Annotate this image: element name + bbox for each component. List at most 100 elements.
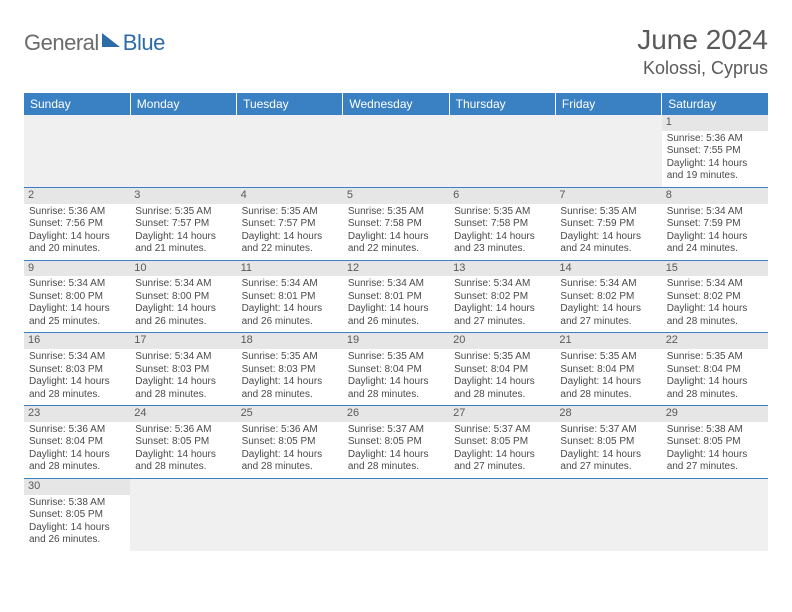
day-number: 25 bbox=[237, 406, 343, 422]
sunset-line: Sunset: 7:57 PM bbox=[242, 218, 338, 231]
day-cell: 26Sunrise: 5:37 AMSunset: 8:05 PMDayligh… bbox=[343, 406, 449, 479]
day-cell: 28Sunrise: 5:37 AMSunset: 8:05 PMDayligh… bbox=[555, 406, 661, 479]
sunrise-line: Sunrise: 5:36 AM bbox=[29, 206, 125, 219]
sunrise-line: Sunrise: 5:35 AM bbox=[454, 206, 550, 219]
calendar-head: SundayMondayTuesdayWednesdayThursdayFrid… bbox=[24, 93, 768, 115]
day-cell: 9Sunrise: 5:34 AMSunset: 8:00 PMDaylight… bbox=[24, 260, 130, 333]
sunset-line: Sunset: 8:04 PM bbox=[454, 364, 550, 377]
calendar-body: 1Sunrise: 5:36 AMSunset: 7:55 PMDaylight… bbox=[24, 115, 768, 551]
day-cell: 21Sunrise: 5:35 AMSunset: 8:04 PMDayligh… bbox=[555, 333, 661, 406]
day-cell: 1Sunrise: 5:36 AMSunset: 7:55 PMDaylight… bbox=[662, 115, 768, 187]
calendar-row: 1Sunrise: 5:36 AMSunset: 7:55 PMDaylight… bbox=[24, 115, 768, 187]
day-cell: 2 Sunrise: 5:36 AMSunset: 7:56 PMDaylight… bbox=[24, 187, 130, 260]
day-number: 27 bbox=[449, 406, 555, 422]
empty-cell bbox=[237, 478, 343, 550]
day-cell: 10Sunrise: 5:34 AMSunset: 8:00 PMDayligh… bbox=[130, 260, 236, 333]
sunrise-line: Sunrise: 5:34 AM bbox=[348, 278, 444, 291]
empty-cell bbox=[555, 478, 661, 550]
daylight-line: Daylight: 14 hours and 24 minutes. bbox=[667, 231, 763, 256]
sunrise-line: Sunrise: 5:35 AM bbox=[242, 206, 338, 219]
day-number: 2 bbox=[24, 188, 130, 204]
day-cell: 23Sunrise: 5:36 AMSunset: 8:04 PMDayligh… bbox=[24, 406, 130, 479]
day-header: Thursday bbox=[449, 93, 555, 115]
day-number: 16 bbox=[24, 333, 130, 349]
logo-sail-icon bbox=[102, 33, 120, 47]
logo-text-general: General bbox=[24, 30, 99, 56]
day-number: 29 bbox=[662, 406, 768, 422]
sunrise-line: Sunrise: 5:37 AM bbox=[560, 424, 656, 437]
sunset-line: Sunset: 8:04 PM bbox=[560, 364, 656, 377]
day-number: 28 bbox=[555, 406, 661, 422]
daylight-line: Daylight: 14 hours and 25 minutes. bbox=[29, 303, 125, 328]
day-number: 14 bbox=[555, 261, 661, 277]
daylight-line: Daylight: 14 hours and 28 minutes. bbox=[348, 376, 444, 401]
empty-cell bbox=[343, 478, 449, 550]
sunrise-line: Sunrise: 5:35 AM bbox=[560, 206, 656, 219]
daylight-line: Daylight: 14 hours and 26 minutes. bbox=[29, 522, 125, 547]
day-header-row: SundayMondayTuesdayWednesdayThursdayFrid… bbox=[24, 93, 768, 115]
day-number: 6 bbox=[449, 188, 555, 204]
day-number: 7 bbox=[555, 188, 661, 204]
day-cell: 22Sunrise: 5:35 AMSunset: 8:04 PMDayligh… bbox=[662, 333, 768, 406]
daylight-line: Daylight: 14 hours and 24 minutes. bbox=[560, 231, 656, 256]
daylight-line: Daylight: 14 hours and 28 minutes. bbox=[454, 376, 550, 401]
daylight-line: Daylight: 14 hours and 28 minutes. bbox=[135, 449, 231, 474]
sunset-line: Sunset: 7:58 PM bbox=[454, 218, 550, 231]
daylight-line: Daylight: 14 hours and 26 minutes. bbox=[135, 303, 231, 328]
day-cell: 13Sunrise: 5:34 AMSunset: 8:02 PMDayligh… bbox=[449, 260, 555, 333]
sunrise-line: Sunrise: 5:34 AM bbox=[29, 278, 125, 291]
sunrise-line: Sunrise: 5:37 AM bbox=[454, 424, 550, 437]
day-cell: 30Sunrise: 5:38 AMSunset: 8:05 PMDayligh… bbox=[24, 478, 130, 550]
empty-cell bbox=[449, 115, 555, 187]
day-cell: 11Sunrise: 5:34 AMSunset: 8:01 PMDayligh… bbox=[237, 260, 343, 333]
day-header: Monday bbox=[130, 93, 236, 115]
sunrise-line: Sunrise: 5:35 AM bbox=[348, 206, 444, 219]
sunset-line: Sunset: 8:02 PM bbox=[667, 291, 763, 304]
daylight-line: Daylight: 14 hours and 27 minutes. bbox=[667, 449, 763, 474]
sunrise-line: Sunrise: 5:35 AM bbox=[560, 351, 656, 364]
month-title: June 2024 bbox=[637, 24, 768, 56]
sunrise-line: Sunrise: 5:35 AM bbox=[135, 206, 231, 219]
sunset-line: Sunset: 8:00 PM bbox=[29, 291, 125, 304]
sunrise-line: Sunrise: 5:35 AM bbox=[667, 351, 763, 364]
day-number: 9 bbox=[24, 261, 130, 277]
sunset-line: Sunset: 8:03 PM bbox=[29, 364, 125, 377]
sunset-line: Sunset: 8:05 PM bbox=[560, 436, 656, 449]
calendar-row: 2Sunrise: 5:36 AMSunset: 7:56 PMDaylight… bbox=[24, 187, 768, 260]
logo: General Blue bbox=[24, 30, 165, 56]
day-number: 26 bbox=[343, 406, 449, 422]
day-number: 17 bbox=[130, 333, 236, 349]
day-number: 20 bbox=[449, 333, 555, 349]
day-header: Wednesday bbox=[343, 93, 449, 115]
daylight-line: Daylight: 14 hours and 20 minutes. bbox=[29, 231, 125, 256]
day-cell: 24Sunrise: 5:36 AMSunset: 8:05 PMDayligh… bbox=[130, 406, 236, 479]
sunrise-line: Sunrise: 5:34 AM bbox=[135, 351, 231, 364]
sunrise-line: Sunrise: 5:34 AM bbox=[242, 278, 338, 291]
sunrise-line: Sunrise: 5:38 AM bbox=[667, 424, 763, 437]
sunrise-line: Sunrise: 5:34 AM bbox=[560, 278, 656, 291]
daylight-line: Daylight: 14 hours and 27 minutes. bbox=[454, 303, 550, 328]
day-header: Sunday bbox=[24, 93, 130, 115]
daylight-line: Daylight: 14 hours and 19 minutes. bbox=[667, 158, 763, 183]
sunrise-line: Sunrise: 5:37 AM bbox=[348, 424, 444, 437]
day-number: 30 bbox=[24, 479, 130, 495]
day-cell: 25Sunrise: 5:36 AMSunset: 8:05 PMDayligh… bbox=[237, 406, 343, 479]
sunset-line: Sunset: 7:59 PM bbox=[560, 218, 656, 231]
empty-cell bbox=[449, 478, 555, 550]
sunset-line: Sunset: 8:04 PM bbox=[667, 364, 763, 377]
sunset-line: Sunset: 7:56 PM bbox=[29, 218, 125, 231]
empty-cell bbox=[343, 115, 449, 187]
sunset-line: Sunset: 7:59 PM bbox=[667, 218, 763, 231]
sunrise-line: Sunrise: 5:34 AM bbox=[454, 278, 550, 291]
day-cell: 14Sunrise: 5:34 AMSunset: 8:02 PMDayligh… bbox=[555, 260, 661, 333]
sunrise-line: Sunrise: 5:36 AM bbox=[29, 424, 125, 437]
day-header: Friday bbox=[555, 93, 661, 115]
sunset-line: Sunset: 8:05 PM bbox=[454, 436, 550, 449]
day-number: 18 bbox=[237, 333, 343, 349]
sunset-line: Sunset: 8:02 PM bbox=[454, 291, 550, 304]
day-number: 15 bbox=[662, 261, 768, 277]
day-cell: 27Sunrise: 5:37 AMSunset: 8:05 PMDayligh… bbox=[449, 406, 555, 479]
calendar-row: 30Sunrise: 5:38 AMSunset: 8:05 PMDayligh… bbox=[24, 478, 768, 550]
empty-cell bbox=[130, 115, 236, 187]
sunrise-line: Sunrise: 5:36 AM bbox=[242, 424, 338, 437]
